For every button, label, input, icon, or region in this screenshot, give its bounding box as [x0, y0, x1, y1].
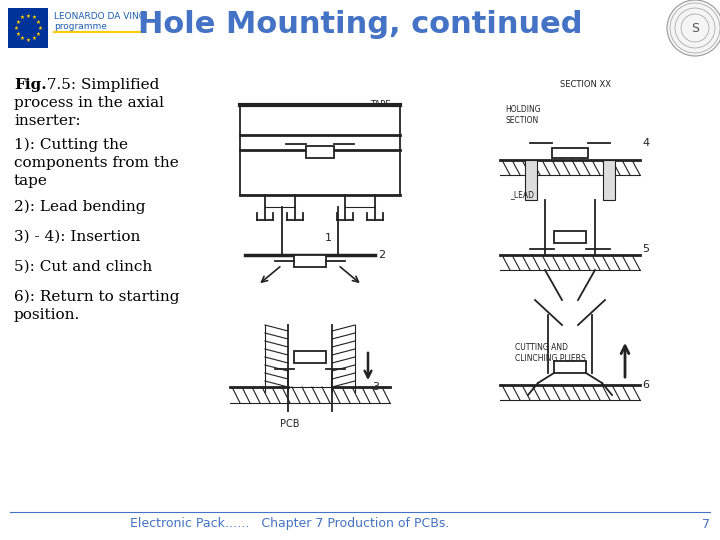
Text: CUTTING AND
CLINCHING PLIERS: CUTTING AND CLINCHING PLIERS — [515, 343, 586, 363]
Text: ★: ★ — [36, 31, 41, 37]
Text: Hole Mounting, continued: Hole Mounting, continued — [138, 10, 582, 39]
Text: 3) - 4): Insertion: 3) - 4): Insertion — [14, 230, 140, 244]
Bar — [525, 160, 537, 200]
Text: S: S — [691, 22, 699, 35]
Text: ★: ★ — [26, 37, 30, 43]
Text: 5: 5 — [642, 244, 649, 254]
Text: ★: ★ — [15, 19, 20, 24]
Bar — [306, 146, 334, 158]
Text: 2): Lead bending: 2): Lead bending — [14, 200, 145, 214]
Bar — [294, 255, 326, 267]
Text: LEONARDO DA VINCI: LEONARDO DA VINCI — [54, 12, 148, 21]
Text: ★: ★ — [36, 19, 41, 24]
Bar — [552, 148, 588, 158]
Text: ★: ★ — [32, 15, 37, 20]
Text: 1: 1 — [325, 233, 332, 243]
Circle shape — [667, 0, 720, 56]
Text: components from the: components from the — [14, 156, 179, 170]
Text: 6: 6 — [642, 380, 649, 390]
Text: 5): Cut and clinch: 5): Cut and clinch — [14, 260, 152, 274]
Text: ★: ★ — [19, 36, 24, 41]
Bar — [294, 351, 326, 363]
Text: inserter:: inserter: — [14, 114, 81, 128]
Text: 6): Return to starting: 6): Return to starting — [14, 290, 179, 305]
Text: 4: 4 — [642, 138, 649, 148]
Bar — [554, 361, 586, 373]
Text: process in the axial: process in the axial — [14, 96, 164, 110]
Text: TAPE: TAPE — [370, 100, 390, 109]
Text: PCB: PCB — [280, 419, 300, 429]
Text: ★: ★ — [19, 15, 24, 20]
Text: ★: ★ — [32, 36, 37, 41]
Text: ★: ★ — [26, 14, 30, 18]
Text: HOLDING
SECTION: HOLDING SECTION — [505, 105, 541, 125]
Bar — [603, 160, 615, 200]
Text: ★: ★ — [14, 25, 19, 30]
Text: programme: programme — [54, 22, 107, 31]
Text: ★: ★ — [15, 31, 20, 37]
Bar — [554, 231, 586, 243]
Bar — [8, 8, 48, 48]
Text: 7: 7 — [702, 517, 710, 530]
Text: 2: 2 — [378, 250, 385, 260]
Text: 1): Cutting the: 1): Cutting the — [14, 138, 128, 152]
Text: tape: tape — [14, 174, 48, 188]
Text: Fig.: Fig. — [14, 78, 47, 92]
Text: 7.5: Simplified: 7.5: Simplified — [42, 78, 159, 92]
Text: ★: ★ — [37, 25, 42, 30]
Text: position.: position. — [14, 308, 80, 322]
Text: _LEAD: _LEAD — [510, 190, 534, 199]
Text: SECTION XX: SECTION XX — [560, 80, 611, 89]
Text: 3: 3 — [372, 382, 379, 392]
Text: Electronic Pack.…..   Chapter 7 Production of PCBs.: Electronic Pack.….. Chapter 7 Production… — [130, 517, 449, 530]
